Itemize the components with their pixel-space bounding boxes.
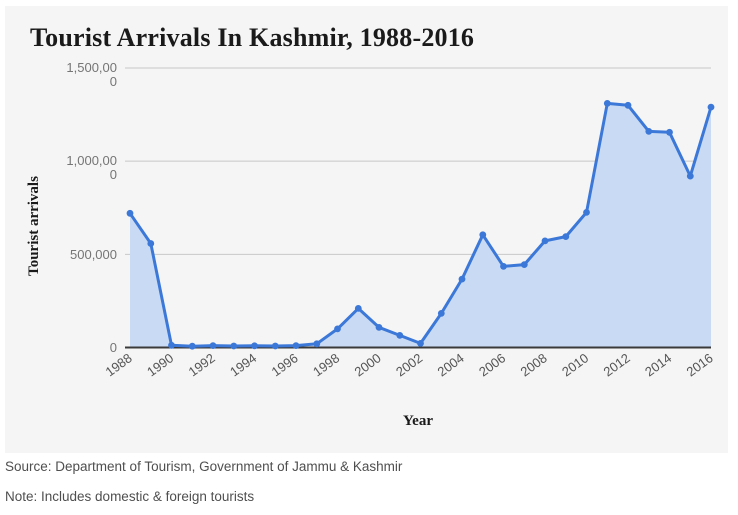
x-tick-label: 2006 (476, 350, 508, 379)
data-point-1990 (168, 341, 175, 349)
y-tick-label: 500,000 (70, 247, 117, 262)
source-text: Source: Department of Tourism, Governmen… (5, 459, 403, 474)
area-fill (130, 103, 711, 348)
y-tick-label: 1,000,00 (66, 153, 117, 168)
data-point-1997 (313, 340, 321, 348)
chart-title: Tourist Arrivals In Kashmir, 1988-2016 (30, 23, 475, 52)
data-point-1989 (147, 240, 155, 247)
data-point-1991 (188, 342, 196, 350)
y-tick-label: 0 (110, 74, 117, 89)
x-tick-label: 2004 (435, 350, 467, 379)
data-point-2015 (686, 172, 694, 180)
data-point-1994 (251, 342, 258, 350)
data-point-1995 (271, 342, 279, 350)
data-point-2016 (707, 103, 715, 111)
data-point-1996 (292, 342, 300, 349)
data-point-2008 (541, 237, 549, 245)
data-point-2009 (562, 233, 570, 241)
x-tick-label: 2012 (601, 350, 633, 379)
x-tick-label: 2010 (559, 350, 591, 379)
x-tick-label: 1994 (227, 350, 259, 379)
x-tick-label: 1990 (144, 350, 176, 379)
data-point-1988 (126, 209, 134, 217)
x-tick-label: 2002 (393, 350, 425, 379)
x-tick-label: 1996 (269, 350, 301, 379)
data-point-2007 (520, 261, 528, 268)
data-point-2002 (417, 340, 424, 347)
data-point-1993 (230, 342, 238, 350)
x-tick-label: 2008 (518, 350, 550, 379)
data-point-1999 (354, 305, 362, 312)
data-point-2014 (666, 128, 673, 136)
data-point-2003 (437, 310, 445, 317)
y-tick-label: 0 (110, 340, 117, 355)
note-text: Note: Includes domestic & foreign touris… (5, 489, 255, 504)
y-axis-title: Tourist arrivals (26, 176, 42, 276)
x-tick-label: 1988 (103, 350, 135, 379)
data-point-2004 (458, 275, 466, 283)
data-point-2011 (603, 100, 611, 107)
data-point-1998 (334, 325, 341, 333)
data-point-2010 (583, 209, 590, 216)
data-point-2006 (500, 263, 507, 270)
x-tick-label: 1998 (310, 350, 342, 379)
x-tick-label: 2000 (352, 350, 384, 379)
x-tick-label: 2014 (642, 350, 674, 379)
chart-card: Tourist Arrivals In Kashmir, 1988-2016 0… (5, 6, 728, 453)
data-point-2005 (479, 231, 487, 239)
data-point-2013 (645, 128, 653, 135)
data-point-2012 (624, 101, 632, 109)
data-point-1992 (209, 342, 217, 349)
data-point-2000 (375, 324, 383, 331)
x-tick-label: 2016 (684, 350, 716, 379)
x-axis-title: Year (403, 413, 433, 429)
data-point-2001 (396, 332, 404, 339)
y-tick-label: 1,500,00 (66, 60, 117, 75)
y-tick-label: 0 (110, 167, 117, 182)
x-tick-label: 1992 (186, 350, 218, 379)
